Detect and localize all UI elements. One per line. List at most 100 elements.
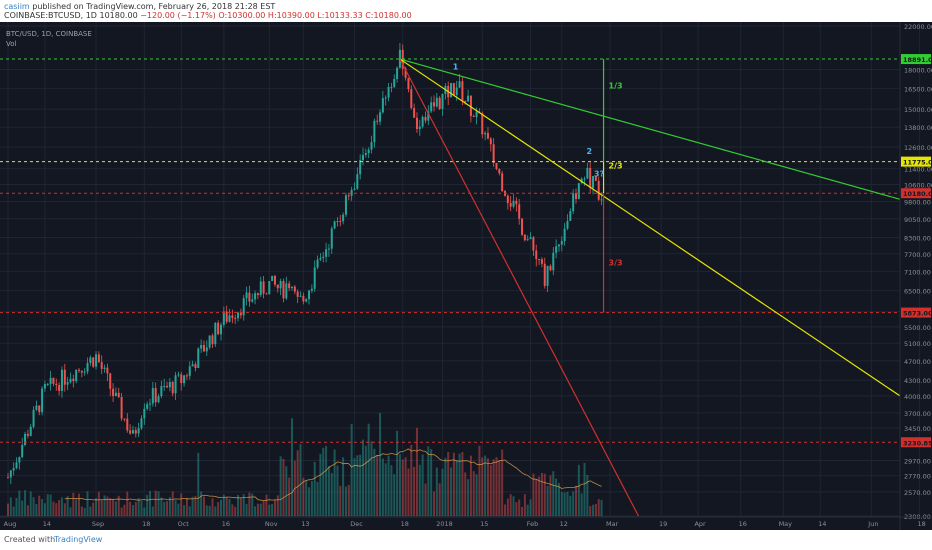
volume-bar	[475, 474, 478, 516]
candle-body	[92, 357, 95, 367]
candle-body	[214, 322, 217, 345]
volume-bar	[251, 493, 254, 516]
candle-body	[35, 405, 38, 410]
volume-bar	[256, 503, 259, 516]
candle-body	[484, 132, 487, 135]
volume-bar	[197, 452, 200, 516]
candle-body	[24, 433, 27, 445]
candle-body	[489, 138, 492, 145]
candle-body	[526, 239, 529, 241]
candle-body	[129, 430, 132, 434]
y-tick-label: 11400.00	[904, 166, 932, 174]
volume-bar	[336, 465, 339, 516]
candle-body	[18, 456, 21, 463]
volume-bar	[271, 503, 274, 516]
price-level-label: 3230.85	[903, 439, 932, 447]
candle-body	[475, 111, 478, 118]
volume-bar	[143, 507, 146, 516]
volume-bar	[38, 495, 41, 516]
candle-body	[157, 396, 160, 403]
price-chart[interactable]: 123?1/32/33/3 22000.0018000.0016500.0015…	[0, 22, 932, 530]
candle-body	[242, 298, 245, 316]
y-tick-label: 6500.00	[904, 288, 931, 296]
candle-body	[512, 200, 515, 207]
y-tick-label: 4000.00	[904, 393, 931, 401]
chart-area[interactable]: 1 2 3? 1/3 2/3 3/3 22000.00 18000.00 16500.00 15…	[0, 22, 932, 530]
volume-bar	[464, 472, 467, 516]
candle-body	[103, 367, 106, 369]
price-change: −120.00 (−1.17%)	[140, 11, 216, 20]
volume-bar	[438, 483, 441, 516]
volume-bar	[106, 496, 109, 516]
volume-bar	[24, 490, 27, 516]
ohlc-values: O:10300.00 H:10390.00 L:10133.33 C:10180…	[218, 11, 412, 20]
volume-bar	[472, 471, 475, 516]
volume-bar	[86, 491, 89, 516]
y-tick-label: 3450.00	[904, 425, 931, 433]
x-tick-label: Jun	[867, 520, 878, 528]
candle-body	[180, 374, 183, 384]
candle-body	[217, 322, 220, 335]
x-tick-label: 12	[560, 520, 568, 528]
candle-body	[29, 426, 32, 436]
volume-label: Vol	[6, 40, 17, 48]
x-tick-label: Apr	[694, 520, 706, 528]
volume-bar	[586, 474, 589, 516]
candle-body	[32, 409, 35, 427]
volume-bar	[131, 505, 134, 516]
chart-symbol: BTC/USD, 1D, COINBASE	[6, 30, 92, 38]
candle-body	[197, 348, 200, 369]
candle-body	[200, 344, 203, 349]
candle-body	[100, 362, 103, 369]
candle-body	[296, 291, 299, 297]
candle-body	[461, 81, 464, 102]
candle-body	[577, 183, 580, 199]
volume-bar	[427, 446, 430, 516]
x-tick-label: Aug	[4, 520, 17, 528]
volume-bar	[310, 481, 313, 516]
volume-bar	[342, 457, 345, 516]
volume-bar	[486, 458, 489, 516]
volume-bar	[379, 413, 382, 516]
candle-body	[66, 382, 69, 385]
trend-drawings: 1 2 3? 1/3 2/3 3/3	[0, 58, 901, 517]
volume-bar	[529, 499, 532, 516]
volume-bar	[262, 500, 265, 516]
volume-bar	[26, 505, 29, 516]
candle-body	[52, 377, 55, 384]
volume-bar	[327, 466, 330, 516]
x-tick-label: Feb	[527, 520, 539, 528]
tradingview-logo[interactable]: TradingView	[54, 535, 103, 544]
candle-body	[600, 199, 603, 201]
candle-body	[26, 433, 29, 436]
candle-body	[9, 470, 12, 478]
candle-body	[458, 81, 461, 88]
volume-bar	[97, 491, 100, 516]
author-link[interactable]: casiim	[4, 2, 30, 11]
volume-bar	[370, 441, 373, 516]
candle-body	[572, 193, 575, 212]
volume-bar	[381, 458, 384, 516]
volume-bar	[21, 500, 24, 516]
candle-body	[362, 154, 364, 161]
candle-body	[231, 315, 234, 318]
volume-bar	[288, 477, 291, 516]
candle-body	[114, 392, 117, 397]
candle-body	[211, 335, 214, 345]
volume-bar	[83, 507, 86, 516]
candle-body	[49, 377, 52, 384]
volume-bar	[398, 454, 401, 516]
candle-body	[492, 144, 495, 163]
volume-bar	[322, 447, 325, 516]
y-tick-label: 4300.00	[904, 377, 931, 385]
x-tick-label: 15	[480, 520, 488, 528]
candle-body	[271, 275, 274, 281]
volume-bar	[421, 454, 424, 516]
volume-bar	[523, 494, 526, 516]
volume-bar	[291, 418, 293, 516]
candle-body	[532, 237, 535, 251]
volume-bar	[49, 494, 52, 516]
candle-body	[472, 116, 475, 118]
volume-bar	[450, 467, 453, 516]
volume-bar	[265, 494, 268, 516]
